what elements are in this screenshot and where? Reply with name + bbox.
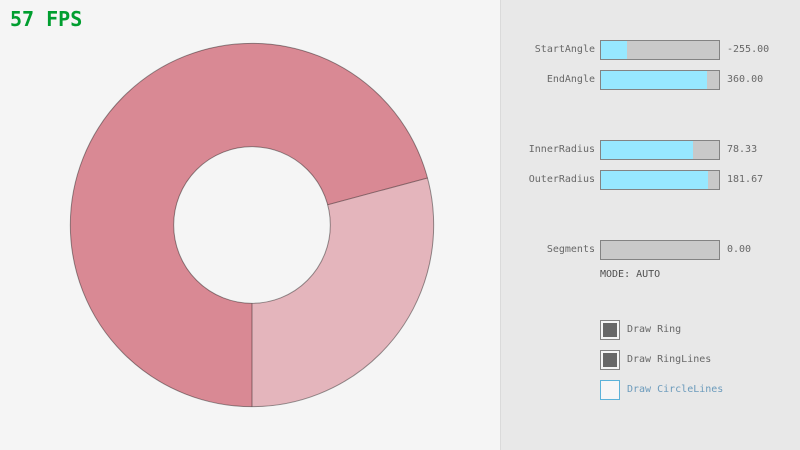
slider-row-inner-radius: InnerRadius 78.33 [501, 140, 800, 160]
checkbox-box[interactable] [600, 380, 620, 400]
slider-bar-inner-radius[interactable] [600, 140, 720, 160]
slider-label: StartAngle [534, 44, 595, 55]
slider-bar-outer-radius[interactable] [600, 170, 720, 190]
slider-row-segments: Segments 0.00 [501, 240, 800, 260]
slider-label: Segments [546, 244, 595, 255]
ring-outer-outline [69, 42, 435, 408]
slider-bar-end-angle[interactable] [600, 70, 720, 90]
slider-bar-start-angle[interactable] [600, 40, 720, 60]
slider-label: OuterRadius [528, 174, 595, 185]
slider-fill [601, 171, 709, 189]
slider-fill [601, 41, 627, 59]
slider-fill [601, 71, 708, 89]
checkbox-box[interactable] [600, 350, 620, 370]
slider-row-outer-radius: OuterRadius 181.67 [501, 170, 800, 190]
checkbox-label: Draw CircleLines [627, 384, 724, 395]
slider-label: EndAngle [546, 74, 595, 85]
slider-value: 360.00 [727, 74, 764, 85]
slider-value: 181.67 [727, 174, 764, 185]
slider-row-start-angle: StartAngle -255.00 [501, 40, 800, 60]
checkbox-check-icon [603, 353, 617, 367]
checkbox-box[interactable] [600, 320, 620, 340]
mode-label: MODE: AUTO [600, 269, 661, 280]
ring-radial-line-0 [327, 177, 428, 206]
checkbox-label: Draw Ring [627, 324, 682, 335]
fps-counter: 57 FPS [10, 7, 83, 31]
checkbox-check-icon [603, 323, 617, 337]
checkbox-label: Draw RingLines [627, 354, 712, 365]
slider-value: -255.00 [727, 44, 770, 55]
ring-sector-dark [70, 43, 428, 407]
slider-value: 0.00 [727, 244, 752, 255]
slider-bar-segments[interactable] [600, 240, 720, 260]
slider-fill [601, 141, 694, 159]
slider-row-end-angle: EndAngle 360.00 [501, 70, 800, 90]
control-panel: MODE: AUTO StartAngle -255.00 EndAngle 3… [500, 0, 800, 450]
slider-label: InnerRadius [528, 144, 595, 155]
slider-value: 78.33 [727, 144, 758, 155]
ring-inner-outline [173, 146, 331, 304]
ring-sector-light [252, 177, 434, 407]
